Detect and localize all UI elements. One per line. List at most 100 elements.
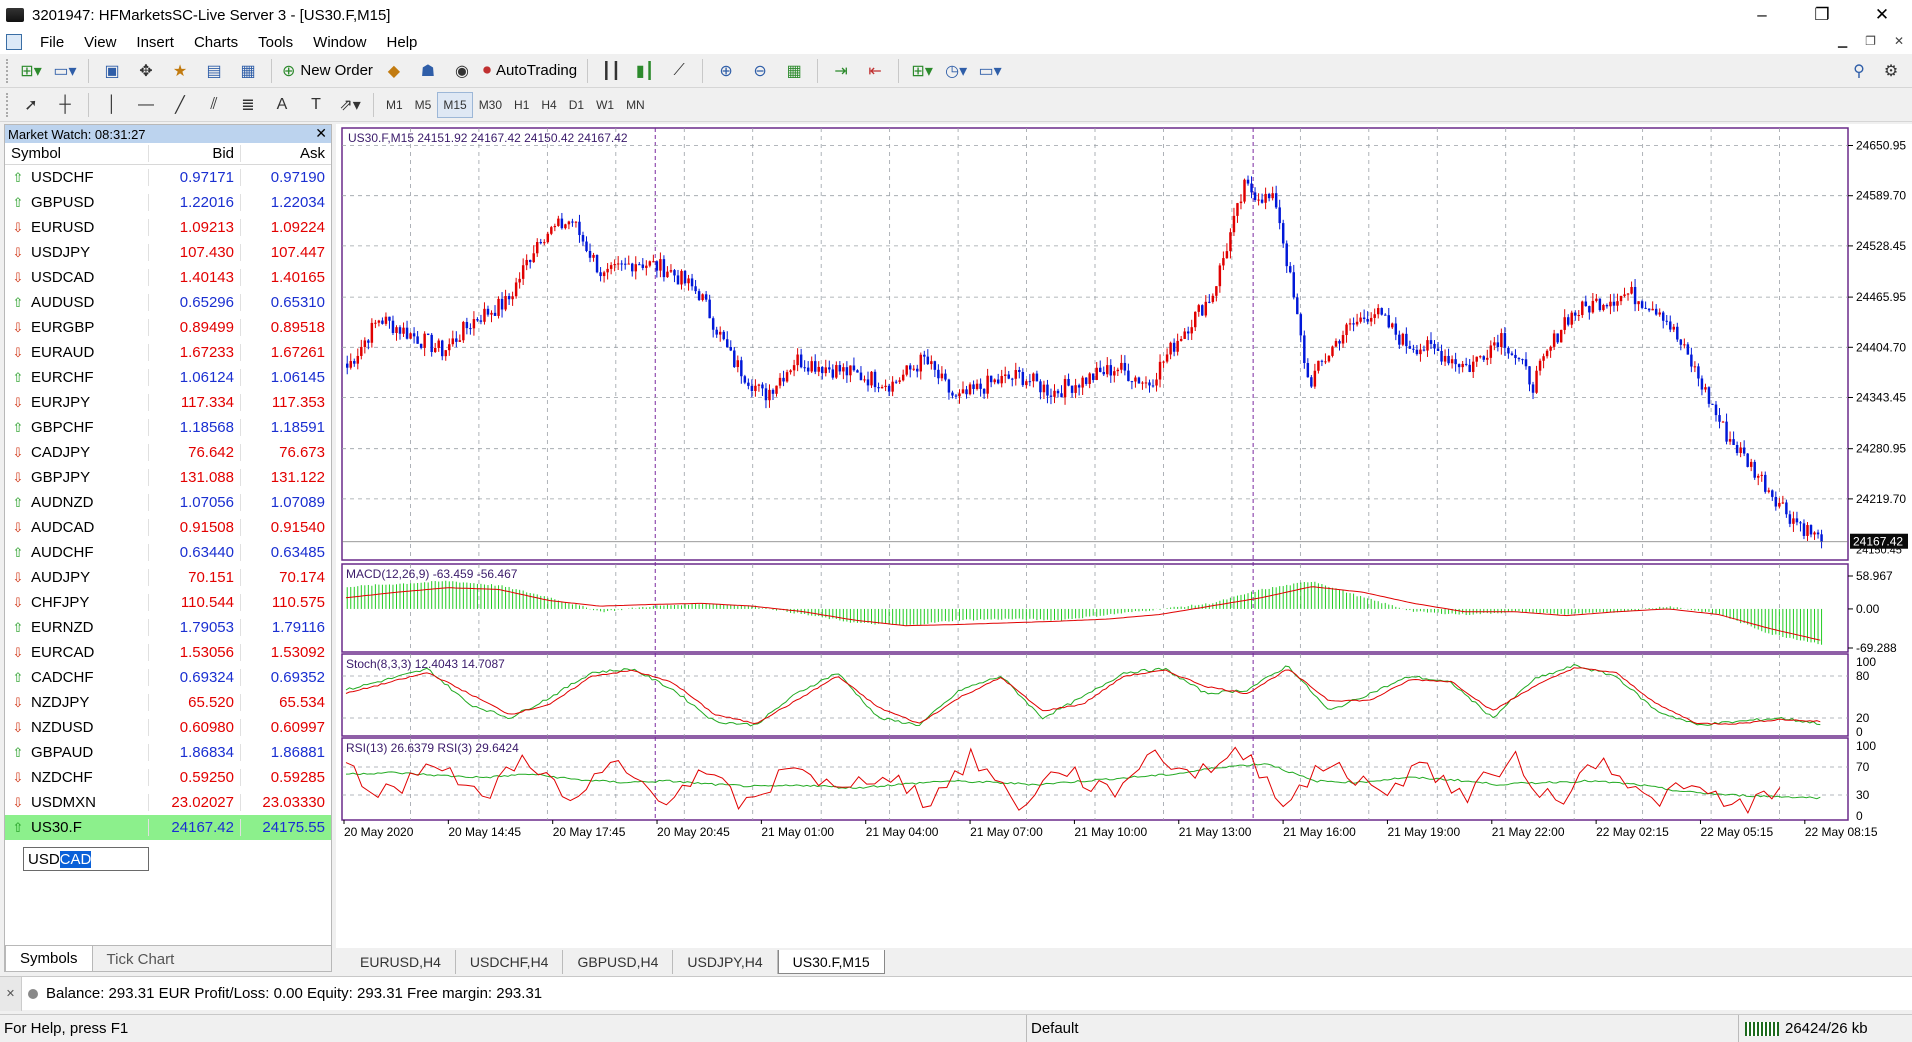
market-watch-close-icon[interactable]: ✕ [315, 125, 327, 141]
line-chart-icon[interactable]: ⟋ [673, 61, 685, 79]
search-icon[interactable]: ⚲ [1853, 62, 1865, 80]
market-watch-row[interactable]: ⇩ EURAUD 1.67233 1.67261 [5, 340, 331, 365]
market-watch-row[interactable]: ⇧ EURNZD 1.79053 1.79116 [5, 615, 331, 640]
indicators-icon[interactable]: ⊞▾ [911, 62, 933, 80]
fibonacci-icon[interactable]: ≣ [241, 96, 255, 114]
status-profile[interactable]: Default [1026, 1014, 1738, 1042]
timeframe-h1[interactable]: H1 [514, 97, 530, 112]
data-window-icon[interactable]: ✥ [139, 62, 153, 80]
vertical-line-icon[interactable]: │ [107, 95, 117, 113]
market-watch-row[interactable]: ⇩ CHFJPY 110.544 110.575 [5, 590, 331, 615]
mdi-restore-icon[interactable]: ❐ [1865, 34, 1876, 48]
mdi-close-icon[interactable]: ✕ [1893, 34, 1904, 48]
new-order-button[interactable]: ⊕ New Order [281, 57, 374, 85]
timeframe-mn[interactable]: MN [626, 97, 645, 112]
symbol-search-input[interactable]: USD CAD [23, 847, 149, 871]
market-watch-row[interactable]: ⇧ USDCHF 0.97171 0.97190 [5, 165, 331, 190]
menu-charts[interactable]: Charts [193, 33, 239, 51]
templates-icon[interactable]: ▭▾ [978, 62, 1002, 80]
market-watch-row[interactable]: ⇩ CADJPY 76.642 76.673 [5, 440, 331, 465]
navigator-icon[interactable]: ★ [172, 62, 188, 80]
terminal-icon[interactable]: ▤ [206, 62, 222, 80]
maximize-button[interactable]: ❐ [1814, 5, 1830, 24]
chart-tab-gbpusd[interactable]: GBPUSD,H4 [563, 950, 674, 974]
timeframe-m1[interactable]: M1 [386, 97, 403, 112]
metaeditor-icon[interactable]: ◆ [387, 62, 401, 80]
menu-tools[interactable]: Tools [258, 33, 294, 51]
market-watch-row[interactable]: ⇧ AUDCHF 0.63440 0.63485 [5, 540, 331, 565]
market-watch-row[interactable]: ⇩ EURUSD 1.09213 1.09224 [5, 215, 331, 240]
bar-chart-icon[interactable]: ┃┃ [601, 62, 621, 80]
market-watch-row[interactable]: ⇩ AUDJPY 70.151 70.174 [5, 565, 331, 590]
market-watch-row[interactable]: ⇩ NZDUSD 0.60980 0.60997 [5, 715, 331, 740]
text-label-icon[interactable]: T [311, 95, 321, 113]
mdi-minimize-icon[interactable]: ▁ [1837, 34, 1848, 48]
strategy-tester-icon[interactable]: ▦ [240, 62, 256, 80]
market-watch-row[interactable]: ⇩ AUDCAD 0.91508 0.91540 [5, 515, 331, 540]
market-watch-row[interactable]: ⇩ USDMXN 23.02027 23.03330 [5, 790, 331, 815]
market-watch-row[interactable]: ⇩ EURJPY 117.334 117.353 [5, 390, 331, 415]
header-symbol[interactable]: Symbol [11, 145, 62, 162]
market-watch-row[interactable]: ⇩ GBPJPY 131.088 131.122 [5, 465, 331, 490]
market-watch-row[interactable]: ⇧ GBPCHF 1.18568 1.18591 [5, 415, 331, 440]
autoscroll-icon[interactable]: ⇥ [834, 62, 848, 80]
candlestick-icon[interactable]: ▮┃ [635, 62, 655, 80]
text-icon[interactable]: A [276, 95, 288, 113]
cursor-icon[interactable]: ➚ [24, 96, 38, 114]
periods-icon[interactable]: ◷▾ [945, 62, 968, 80]
terminal-close-icon[interactable]: ✕ [0, 976, 22, 1011]
market-watch-row[interactable]: ⇧ CADCHF 0.69324 0.69352 [5, 665, 331, 690]
market-watch-row[interactable]: ⇧ GBPUSD 1.22016 1.22034 [5, 190, 331, 215]
market-watch-row[interactable]: ⇧ GBPAUD 1.86834 1.86881 [5, 740, 331, 765]
market-watch-row[interactable]: ⇧ US30.F 24167.42 24175.55 [5, 815, 331, 840]
menu-file[interactable]: File [40, 33, 65, 51]
document-icon[interactable] [6, 34, 22, 50]
crosshair-icon[interactable]: ┼ [59, 95, 71, 113]
trendline-icon[interactable]: ╱ [175, 96, 185, 114]
minimize-button[interactable]: – [1757, 5, 1767, 24]
market-watch-row[interactable]: ⇩ NZDCHF 0.59250 0.59285 [5, 765, 331, 790]
chart-tab-usdchf[interactable]: USDCHF,H4 [456, 950, 564, 974]
autotrading-button[interactable]: ⏺ AutoTrading [482, 57, 578, 85]
price-chart[interactable]: 24650.95 24589.70 24528.45 24465.95 24404.70… [336, 124, 1912, 948]
timeframe-m15[interactable]: M15 [437, 91, 473, 118]
tile-windows-icon[interactable]: ▦ [786, 62, 802, 80]
timeframe-m30[interactable]: M30 [478, 97, 503, 112]
new-chart-icon[interactable]: ⊞▾ [20, 62, 42, 80]
tab-tick-chart[interactable]: Tick Chart [106, 950, 175, 968]
market-watch-row[interactable]: ⇧ EURCHF 1.06124 1.06145 [5, 365, 331, 390]
zoom-out-icon[interactable]: ⊖ [753, 62, 767, 80]
market-watch-row[interactable]: ⇩ NZDJPY 65.520 65.534 [5, 690, 331, 715]
timeframe-m5[interactable]: M5 [414, 97, 432, 112]
market-watch-row[interactable]: ⇩ USDJPY 107.430 107.447 [5, 240, 331, 265]
chart-tab-eurusd[interactable]: EURUSD,H4 [346, 950, 456, 974]
chart-shift-icon[interactable]: ⇤ [868, 62, 882, 80]
profiles-icon[interactable]: ▭▾ [53, 62, 77, 80]
market-icon[interactable]: ◉ [454, 62, 469, 80]
market-watch-icon[interactable]: ▣ [104, 62, 120, 80]
timeframe-w1[interactable]: W1 [596, 97, 615, 112]
signals-icon[interactable]: ☗ [420, 62, 436, 80]
market-watch-row[interactable]: ⇩ EURGBP 0.89499 0.89518 [5, 315, 331, 340]
close-button[interactable]: ✕ [1874, 5, 1890, 24]
tab-symbols[interactable]: Symbols [5, 946, 93, 972]
market-watch-row[interactable]: ⇧ AUDUSD 0.65296 0.65310 [5, 290, 331, 315]
timeframe-h4[interactable]: H4 [541, 97, 557, 112]
chart-tab-us30[interactable]: US30.F,M15 [777, 950, 885, 974]
market-watch-row[interactable]: ⇩ USDCAD 1.40143 1.40165 [5, 265, 331, 290]
chart-window[interactable]: 24650.95 24589.70 24528.45 24465.95 24404.70… [336, 124, 1912, 948]
header-bid[interactable]: Bid [148, 145, 240, 162]
chart-tab-usdjpy[interactable]: USDJPY,H4 [673, 950, 778, 974]
menu-window[interactable]: Window [313, 33, 367, 51]
header-ask[interactable]: Ask [240, 145, 331, 162]
market-watch-row[interactable]: ⇩ EURCAD 1.53056 1.53092 [5, 640, 331, 665]
channel-icon[interactable]: ⫽ [210, 95, 218, 113]
menu-help[interactable]: Help [386, 33, 418, 51]
market-watch-row[interactable]: ⇧ AUDNZD 1.07056 1.07089 [5, 490, 331, 515]
settings-icon[interactable]: ⚙ [1883, 62, 1899, 80]
menu-insert[interactable]: Insert [136, 33, 174, 51]
zoom-in-icon[interactable]: ⊕ [719, 62, 733, 80]
arrows-icon[interactable]: ⇗▾ [339, 96, 361, 114]
timeframe-d1[interactable]: D1 [568, 97, 585, 112]
status-connection[interactable]: 26424/26 kb [1738, 1014, 1868, 1042]
